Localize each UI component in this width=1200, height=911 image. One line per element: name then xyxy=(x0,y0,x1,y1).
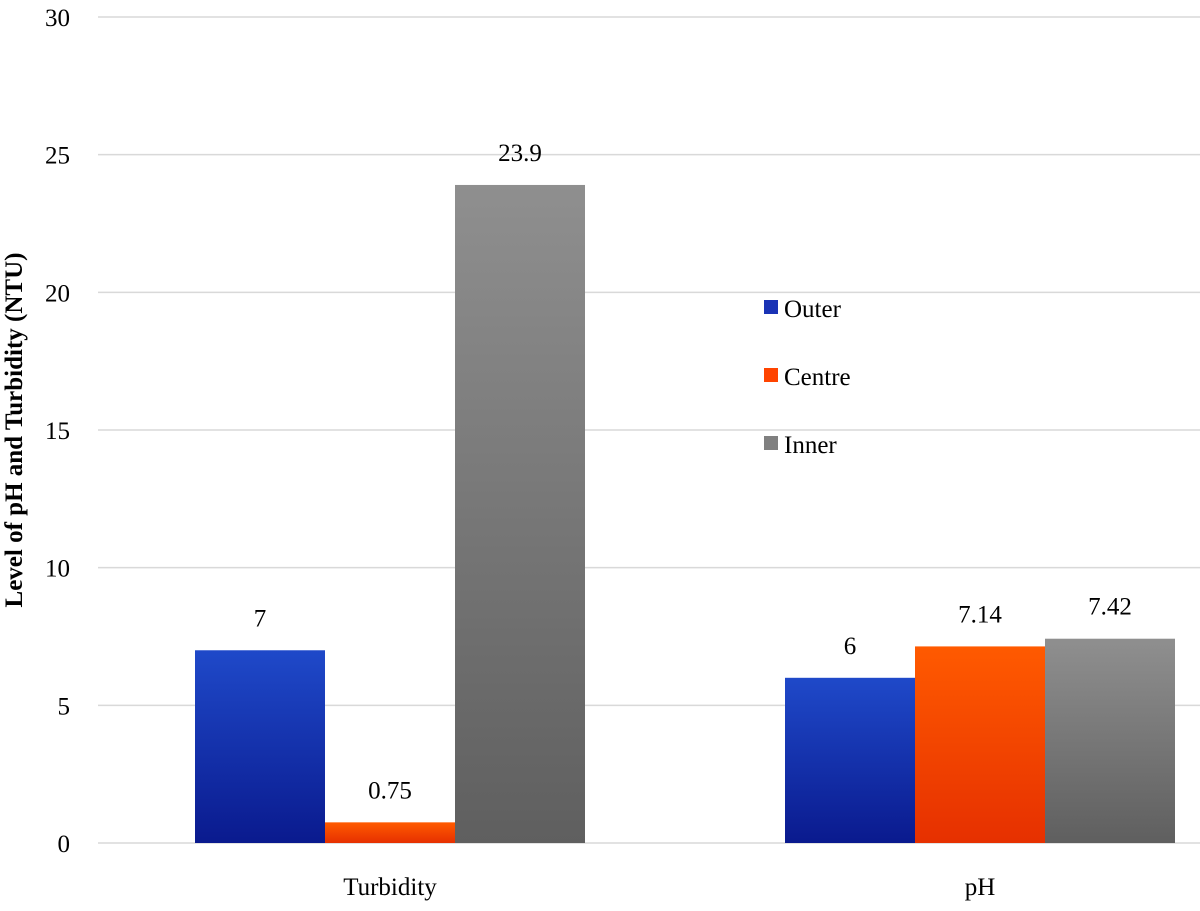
y-axis-ticks: 0 5 10 15 20 25 30 xyxy=(45,5,70,858)
x-category-label: pH xyxy=(965,874,996,901)
x-axis-categories: Turbidity pH xyxy=(343,874,995,901)
y-tick-label: 30 xyxy=(45,5,70,32)
y-tick-label: 10 xyxy=(45,556,70,583)
bar-outer-ph xyxy=(785,677,915,843)
bars xyxy=(195,184,1175,843)
data-label: 7 xyxy=(254,605,267,632)
legend: Outer Centre Inner xyxy=(764,296,851,459)
bar-centre-ph xyxy=(915,646,1045,843)
bar-outer-turbidity xyxy=(195,650,325,843)
data-label: 7.42 xyxy=(1088,594,1132,621)
y-tick-label: 0 xyxy=(58,831,71,858)
y-axis-title: Level of pH and Turbidity (NTU) xyxy=(1,253,28,608)
bar-centre-turbidity xyxy=(325,822,455,843)
y-tick-label: 25 xyxy=(45,143,70,170)
data-label: 7.14 xyxy=(958,601,1002,628)
bar-inner-ph xyxy=(1045,638,1175,843)
legend-label: Centre xyxy=(784,364,851,391)
legend-label: Inner xyxy=(784,432,837,459)
legend-swatch xyxy=(764,300,778,314)
legend-swatch xyxy=(764,368,778,382)
x-category-label: Turbidity xyxy=(343,874,437,901)
data-label: 23.9 xyxy=(498,140,542,167)
data-label: 0.75 xyxy=(368,777,412,804)
data-labels: 7 0.75 23.9 6 7.14 7.42 xyxy=(254,140,1132,804)
legend-label: Outer xyxy=(784,296,842,323)
bar-inner-turbidity xyxy=(455,184,585,843)
y-tick-label: 20 xyxy=(45,280,70,307)
y-tick-label: 5 xyxy=(58,693,71,720)
data-label: 6 xyxy=(844,633,857,660)
legend-swatch xyxy=(764,436,778,450)
y-tick-label: 15 xyxy=(45,418,70,445)
